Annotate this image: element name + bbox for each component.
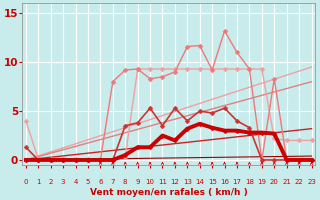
X-axis label: Vent moyen/en rafales ( km/h ): Vent moyen/en rafales ( km/h ) (90, 188, 248, 197)
